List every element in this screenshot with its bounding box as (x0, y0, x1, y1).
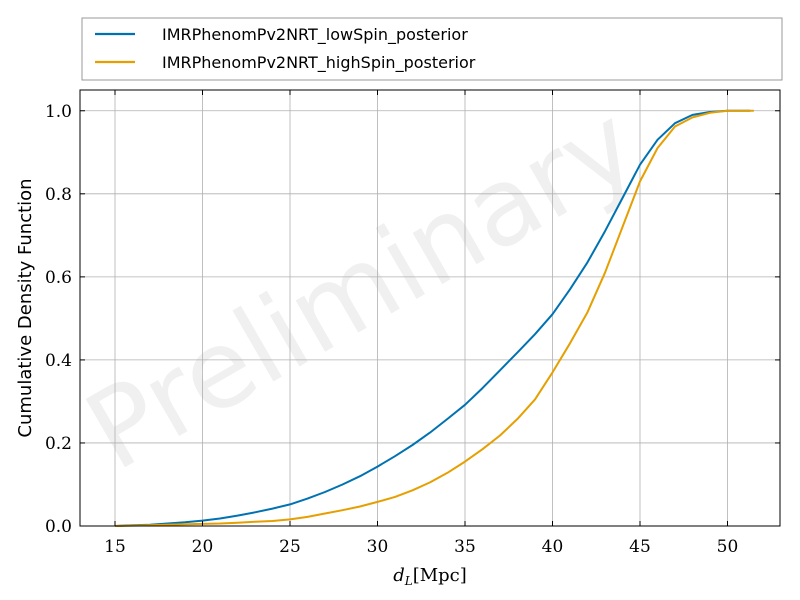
series-layer (114, 109, 754, 527)
x-tick-label: 15 (104, 537, 126, 557)
watermark-text: Preliminary (66, 82, 657, 495)
series-line-lowspin (114, 109, 751, 527)
legend-label-lowspin: IMRPhenomPv2NRT_lowSpin_posterior (162, 25, 468, 45)
y-tick-label: 0.0 (45, 517, 72, 537)
y-tick-label: 0.2 (45, 434, 72, 454)
x-tick-label: 20 (192, 537, 214, 557)
x-tick-label: 45 (629, 537, 651, 557)
legend: IMRPhenomPv2NRT_lowSpin_posterior IMRPhe… (81, 17, 783, 81)
watermark-layer: Preliminary (66, 82, 657, 495)
x-tick-label: 40 (542, 537, 564, 557)
x-tick-label: 35 (454, 537, 476, 557)
x-tick-label: 50 (717, 537, 739, 557)
plot-area-frame (79, 89, 781, 527)
y-tick-label: 0.8 (45, 185, 72, 205)
legend-frame (81, 17, 783, 81)
y-axis-title: Cumulative Density Function (15, 178, 36, 437)
legend-label-highspin: IMRPhenomPv2NRT_highSpin_posterior (162, 53, 476, 73)
y-tick-label: 1.0 (45, 102, 72, 122)
x-axis-title: dL[Mpc] (393, 565, 467, 588)
series-line-highspin (114, 109, 754, 527)
y-tick-label: 0.6 (45, 268, 72, 288)
x-tick-label: 30 (367, 537, 389, 557)
grid-layer (80, 90, 780, 527)
y-tick-label: 0.4 (45, 351, 72, 371)
tick-layer: 15 20 25 30 35 40 45 50 0.0 0.2 0.4 0.6 0.8 1.0 (45, 90, 780, 557)
x-tick-label: 25 (279, 537, 301, 557)
